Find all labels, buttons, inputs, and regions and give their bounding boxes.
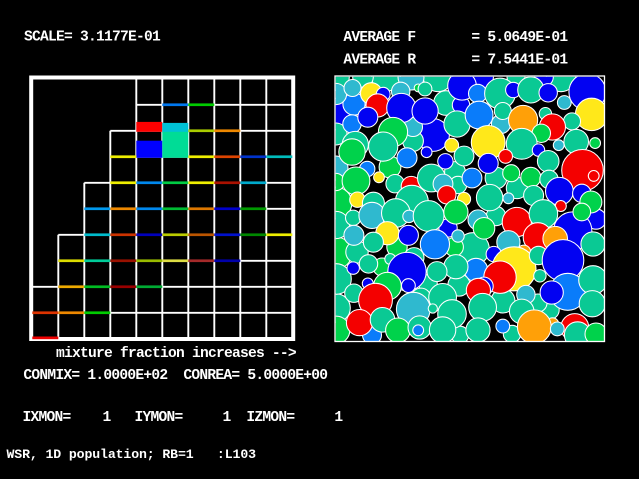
svg-text:mixture fraction increases -->: mixture fraction increases --> — [56, 346, 297, 362]
svg-text:AVERAGE F = 5.0649E-01: AVERAGE F = 5.0649E-01 — [343, 30, 568, 46]
svg-text:WSR, 1D population; RB=1 :L1: WSR, 1D population; RB=1 :L103 — [7, 447, 257, 462]
svg-text:AVERAGE R = 7.5441E-01: AVERAGE R = 7.5441E-01 — [343, 53, 568, 69]
svg-text:CONMIX= 1.0000E+02 CONREA= 5.: CONMIX= 1.0000E+02 CONREA= 5.0000E+00 — [23, 368, 327, 384]
svg-text:SCALE= 3.1177E-01: SCALE= 3.1177E-01 — [24, 30, 161, 46]
svg-text:IXMON= 1 IYMON= 1 IZ: IXMON= 1 IYMON= 1 IZMON= 1 — [23, 410, 344, 426]
